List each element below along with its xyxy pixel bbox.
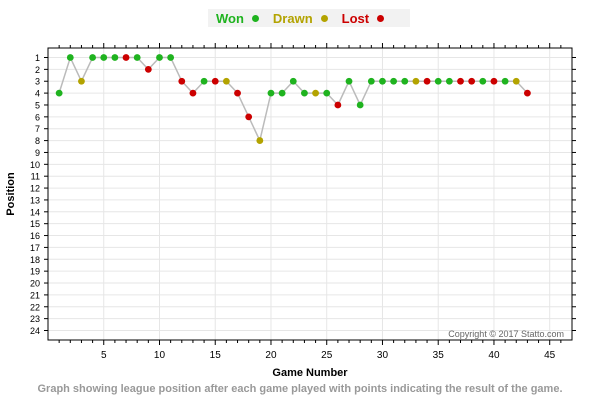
x-tick-label: 5: [101, 350, 107, 361]
legend-marker-lost: [377, 14, 385, 22]
game-point-won: [267, 89, 275, 97]
game-point-lost: [468, 77, 476, 85]
game-point-won: [345, 77, 353, 85]
game-point-won: [200, 77, 208, 85]
game-point-lost: [524, 89, 531, 97]
y-tick-label: 20: [30, 279, 40, 289]
game-point-won: [479, 77, 487, 85]
y-tick-label: 5: [35, 100, 40, 110]
game-point-won: [278, 89, 286, 97]
game-point-won: [390, 77, 398, 85]
y-tick-label: 14: [30, 207, 40, 217]
chart-legend: Won Drawn Lost: [208, 9, 410, 27]
game-point-drawn: [222, 77, 230, 85]
x-tick-label: 30: [377, 350, 389, 361]
game-point-drawn: [412, 77, 420, 85]
y-tick-label: 15: [30, 219, 40, 229]
x-tick-label: 45: [544, 350, 556, 361]
x-tick-label: 15: [210, 350, 222, 361]
game-point-lost: [211, 77, 219, 85]
legend-label-drawn: Drawn: [272, 10, 313, 26]
y-tick-label: 21: [30, 290, 40, 300]
y-tick-label: 16: [30, 231, 40, 241]
y-tick-label: 6: [35, 112, 40, 122]
game-point-won: [301, 89, 308, 97]
y-tick-label: 23: [30, 314, 40, 324]
game-point-won: [367, 77, 375, 85]
game-point-won: [167, 54, 175, 61]
game-point-drawn: [78, 77, 85, 85]
y-tick-label: 1: [35, 53, 40, 63]
y-tick-label: 18: [30, 255, 40, 265]
game-point-won: [323, 89, 331, 97]
chart-caption: Graph showing league position after each…: [37, 383, 563, 395]
game-point-won: [501, 77, 509, 85]
game-point-won: [55, 89, 63, 97]
y-tick-label: 2: [35, 65, 40, 75]
y-tick-label: 9: [35, 148, 40, 158]
y-tick-label: 17: [30, 243, 40, 253]
game-point-won: [89, 54, 96, 61]
y-tick-label: 4: [35, 89, 40, 99]
game-point-lost: [189, 89, 197, 97]
game-point-won: [379, 77, 386, 85]
position-series: [55, 54, 531, 144]
game-point-won: [289, 77, 297, 85]
game-point-lost: [334, 101, 342, 109]
x-tick-label: 25: [321, 350, 333, 361]
legend-label-lost: Lost: [341, 10, 370, 26]
game-point-lost: [234, 89, 241, 97]
game-point-drawn: [256, 137, 264, 144]
x-axis-title: Game Number: [272, 367, 348, 379]
game-point-won: [133, 54, 141, 61]
y-tick-label: 12: [30, 184, 40, 194]
legend-item-won: Won: [216, 11, 265, 26]
y-tick-label: 19: [30, 267, 40, 277]
game-point-lost: [457, 77, 464, 85]
game-point-lost: [178, 77, 186, 85]
y-tick-label: 8: [35, 136, 40, 146]
y-tick-label: 13: [30, 195, 40, 205]
game-point-lost: [144, 65, 152, 73]
x-tick-label: 40: [488, 350, 500, 361]
y-tick-label: 7: [35, 124, 40, 134]
y-tick-label: 22: [30, 302, 40, 312]
legend-marker-won: [251, 14, 259, 22]
position-line: [58, 55, 528, 143]
x-tick-label: 35: [433, 350, 445, 361]
game-point-drawn: [512, 77, 520, 85]
game-point-won: [156, 54, 163, 61]
grid-lines: [48, 48, 572, 340]
game-point-won: [445, 77, 453, 85]
y-axis-title: Position: [5, 172, 17, 216]
x-tick-label: 10: [154, 350, 166, 361]
game-point-won: [401, 77, 409, 85]
game-point-won: [66, 54, 74, 61]
y-tick-label: 24: [30, 326, 40, 336]
game-point-lost: [245, 113, 253, 121]
game-point-drawn: [312, 89, 319, 97]
y-tick-label: 3: [35, 77, 40, 87]
game-point-won: [434, 77, 442, 85]
legend-marker-drawn: [320, 14, 328, 22]
copyright-note: Copyright © 2017 Statto.com: [448, 329, 564, 339]
legend-item-lost: Lost: [342, 11, 390, 26]
y-tick-label: 10: [30, 160, 40, 170]
game-point-lost: [490, 77, 498, 85]
plot-frame: [47, 47, 573, 341]
game-point-lost: [423, 77, 431, 85]
legend-label-won: Won: [216, 10, 244, 26]
legend-item-drawn: Drawn: [273, 11, 334, 26]
y-tick-label: 11: [31, 172, 40, 182]
game-point-won: [111, 54, 119, 61]
x-tick-label: 20: [265, 350, 277, 361]
game-point-won: [356, 101, 364, 109]
axis-ticks: 1234567891011121314151617181920212223245…: [30, 43, 576, 361]
game-point-won: [100, 54, 108, 61]
game-point-lost: [122, 54, 130, 61]
